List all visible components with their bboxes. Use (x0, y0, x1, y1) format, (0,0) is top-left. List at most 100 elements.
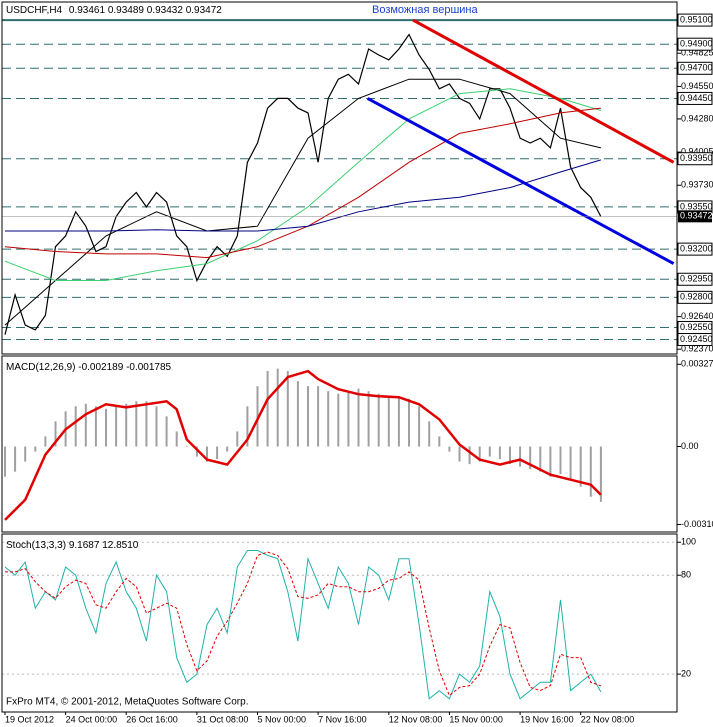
macd-bar (377, 393, 380, 447)
macd-bar (115, 406, 118, 447)
macd-bar (337, 393, 340, 447)
y-tick-label: 0.94005 (681, 146, 713, 156)
macd-bar (44, 436, 47, 447)
level-label-box (677, 333, 713, 347)
macd-bar (185, 446, 188, 448)
y-tick-label: 0.93730 (681, 180, 713, 190)
trend-line (412, 18, 675, 164)
macd-bar (286, 371, 289, 447)
y-tick-label: 0.94825 (681, 48, 713, 58)
plots: 0.94825 0.94550 0.94280 0.94005 0.93730 0.926… (2, 13, 713, 724)
moving-average (4, 78, 602, 326)
x-tick-label: 26 Oct 16:00 (126, 714, 178, 724)
x-tick-label: 31 Oct 08:00 (197, 714, 249, 724)
footer: FxPro MT4, © 2001-2012, MetaQuotes Softw… (6, 697, 248, 708)
level-label: 0.92950 (680, 274, 713, 284)
level-label: 0.94900 (680, 39, 713, 49)
macd-signal: -0.001785 (126, 362, 171, 373)
macd-bar (488, 446, 491, 457)
y-tick-label: 0.94280 (681, 113, 713, 123)
last-price-box (678, 210, 712, 223)
macd-bar (357, 388, 360, 447)
stoch-main: 9.1687 (69, 540, 100, 551)
macd-bar (165, 416, 168, 447)
macd-bar (549, 446, 552, 477)
macd-bar (569, 446, 572, 480)
macd-signal-line (4, 369, 602, 521)
x-tick-label: 19 Oct 2012 (5, 714, 54, 724)
level-label: 0.93200 (680, 243, 713, 253)
high: 0.93489 (108, 5, 145, 16)
level-label-box (677, 152, 713, 166)
macd-bar (438, 436, 441, 447)
macd-bar (539, 446, 542, 472)
y-tick-label: 0.00 (681, 441, 699, 451)
macd-bar (498, 446, 501, 460)
macd-bar (397, 396, 400, 447)
macd-bar (4, 446, 6, 477)
macd-bar (246, 406, 249, 447)
macd-bar (14, 446, 17, 472)
level-label-box (677, 13, 713, 27)
macd-bar (74, 406, 77, 447)
stoch-header: Stoch(13,3,3) 9.1687 12.8510 (6, 540, 139, 551)
x-tick-label: 15 Nov 00:00 (449, 714, 503, 724)
y-tick-label: 20 (681, 668, 691, 678)
level-label: 0.95100 (680, 14, 713, 24)
macd-bar (599, 446, 602, 502)
macd-bar (468, 446, 471, 465)
macd-bar (155, 406, 158, 447)
macd-bar (296, 381, 299, 447)
macd-panel-frame (1, 355, 678, 533)
macd-bar (226, 446, 229, 452)
low: 0.93432 (147, 5, 184, 16)
stoch-panel-frame (1, 533, 678, 713)
macd-bar (266, 371, 269, 447)
x-tick-label: 12 Nov 08:00 (389, 714, 443, 724)
macd-bar (519, 446, 522, 467)
macd-bar (236, 431, 239, 447)
macd-bar (448, 446, 451, 452)
level-label-box (677, 61, 713, 75)
moving-average (4, 88, 602, 281)
symbol: USDCHF,H4 (6, 5, 63, 16)
macd-bar (579, 446, 582, 487)
macd-bar (458, 446, 461, 462)
macd-bar (327, 391, 330, 447)
level-label: 0.92450 (680, 334, 713, 344)
macd-bar (175, 431, 178, 447)
macd-bar (428, 421, 431, 447)
macd-bar (347, 391, 350, 447)
price-panel-frame (1, 1, 678, 355)
x-tick-label: 22 Nov 08:00 (581, 714, 635, 724)
price-header: USDCHF,H4 0.93461 0.93489 0.93432 0.9347… (6, 5, 222, 16)
stoch-line (4, 550, 602, 700)
y-tick-label: 100 (681, 537, 696, 547)
macd-bar (387, 396, 390, 447)
level-label-box (677, 91, 713, 105)
x-tick-label: 19 Nov 16:00 (520, 714, 574, 724)
trend-line (366, 97, 675, 265)
macd-bar (135, 401, 138, 447)
stoch-title: Stoch(13,3,3) (6, 540, 66, 551)
level-label: 0.92550 (680, 322, 713, 332)
macd-bar (105, 408, 107, 447)
macd-bar (529, 446, 532, 470)
macd-main: -0.002189 (78, 362, 123, 373)
x-tick-label: 24 Oct 00:00 (66, 714, 118, 724)
macd-bar (256, 386, 259, 447)
macd-bar (24, 446, 27, 462)
macd-bar (84, 403, 87, 447)
level-label: 0.93950 (680, 153, 713, 163)
macd-header: MACD(12,26,9) -0.002189 -0.001785 (6, 362, 172, 373)
macd-bar (559, 446, 562, 475)
stoch-line (5, 551, 602, 697)
macd-bar (367, 391, 370, 447)
macd-title: MACD(12,26,9) (6, 362, 75, 373)
x-tick-label: 5 Nov 00:00 (258, 714, 307, 724)
stoch-signal: 12.8510 (102, 540, 139, 551)
macd-bar (206, 446, 208, 462)
macd-bar (478, 446, 481, 462)
